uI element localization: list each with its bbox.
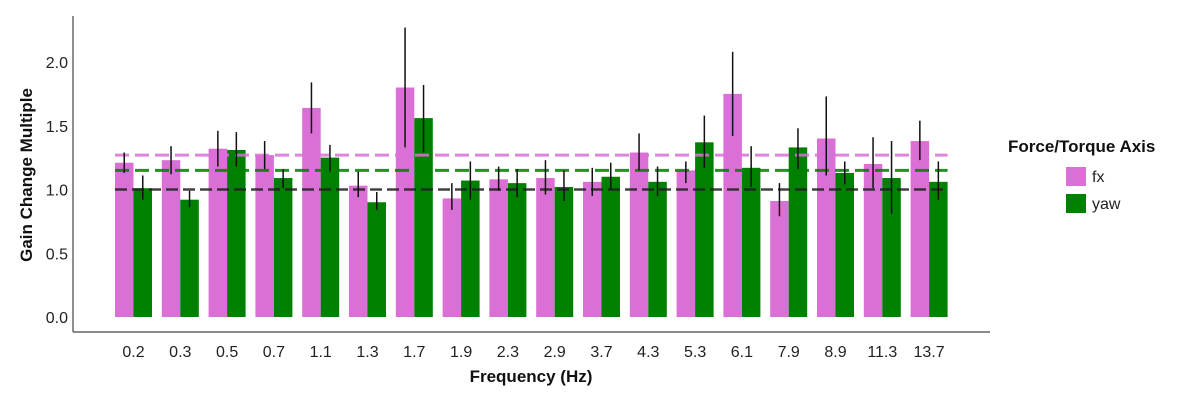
x-tick-label: 1.3	[356, 344, 378, 361]
bar-yaw-6.1	[741, 167, 761, 317]
bar-fx-0.5	[208, 148, 228, 317]
legend-swatch-fx	[1066, 167, 1086, 186]
bar-yaw-7.9	[788, 147, 808, 317]
y-tick-label: 1.5	[46, 119, 68, 136]
y-tick-label: 1.0	[46, 183, 68, 200]
y-axis-title: Gain Change Multiple	[17, 88, 36, 262]
bar-yaw-13.7	[929, 181, 948, 317]
bar-yaw-0.7	[273, 178, 293, 317]
bar-fx-2.3	[489, 179, 508, 317]
bar-fx-6.1	[723, 93, 742, 317]
legend-label-yaw: yaw	[1092, 196, 1121, 213]
bar-yaw-0.2	[133, 188, 152, 317]
bar-yaw-1.9	[461, 180, 480, 317]
bar-fx-2.9	[536, 178, 555, 317]
mean-lines-group	[115, 153, 948, 191]
bar-fx-0.7	[255, 155, 274, 317]
x-tick-label: 7.9	[778, 344, 800, 361]
legend-label-fx: fx	[1092, 169, 1104, 186]
x-tick-label: 0.7	[263, 344, 285, 361]
y-tick-label: 2.0	[46, 55, 68, 72]
y-tick-label: 0.5	[46, 246, 68, 263]
bar-fx-13.7	[910, 141, 930, 317]
bar-yaw-2.3	[507, 183, 527, 317]
bar-yaw-0.5	[227, 149, 246, 317]
bar-fx-1.3	[349, 185, 368, 317]
x-tick-label: 2.3	[497, 344, 519, 361]
bar-fx-1.9	[442, 198, 462, 317]
bar-fx-0.3	[161, 160, 181, 317]
y-tick-labels: 0.0 0.5 1.0 1.5 2.0	[46, 55, 68, 327]
legend-title: Force/Torque Axis	[1008, 137, 1155, 156]
legend: Force/Torque Axis fx yaw	[1008, 137, 1155, 213]
error-bars-group	[123, 27, 940, 217]
bar-fx-11.3	[863, 164, 883, 317]
x-tick-label: 6.1	[731, 344, 753, 361]
bar-yaw-5.3	[695, 142, 714, 317]
bar-yaw-1.7	[414, 118, 433, 317]
bar-fx-7.9	[770, 200, 789, 317]
bar-fx-4.3	[629, 152, 649, 317]
legend-swatch-yaw	[1066, 194, 1086, 213]
bar-yaw-3.7	[601, 176, 620, 317]
bar-yaw-1.3	[367, 202, 386, 317]
x-tick-label: 13.7	[914, 344, 945, 361]
x-axis-title: Frequency (Hz)	[470, 367, 593, 386]
bars-group	[115, 87, 948, 318]
bar-fx-3.7	[583, 181, 602, 317]
x-tick-label: 0.3	[169, 344, 191, 361]
x-tick-label: 4.3	[637, 344, 659, 361]
bar-fx-1.1	[302, 107, 321, 318]
x-tick-label: 3.7	[590, 344, 612, 361]
bar-yaw-2.9	[554, 186, 574, 317]
bar-yaw-4.3	[648, 181, 667, 317]
x-tick-label: 1.9	[450, 344, 472, 361]
x-tick-label: 11.3	[867, 344, 897, 361]
bar-fx-8.9	[817, 138, 836, 317]
x-tick-label: 5.3	[684, 344, 706, 361]
x-tick-label: 2.9	[544, 344, 566, 361]
bar-fx-1.7	[395, 87, 415, 317]
bar-yaw-0.3	[180, 199, 199, 317]
bar-yaw-8.9	[835, 172, 854, 317]
x-tick-label: 1.1	[310, 344, 332, 361]
x-tick-label: 1.7	[403, 344, 425, 361]
x-tick-label: 0.5	[216, 344, 238, 361]
bar-fx-5.3	[676, 170, 696, 317]
y-tick-label: 0.0	[46, 310, 68, 327]
x-tick-labels: 0.2 0.3 0.5 0.7 1.1 1.3 1.7 1.9 2.3 2.9 3.7 4.3 5.3 6…	[122, 344, 944, 361]
bar-fx-0.2	[115, 162, 134, 317]
bar-yaw-1.1	[320, 157, 340, 317]
bar-yaw-11.3	[882, 178, 901, 317]
x-tick-label: 0.2	[122, 344, 144, 361]
x-tick-label: 8.9	[824, 344, 846, 361]
